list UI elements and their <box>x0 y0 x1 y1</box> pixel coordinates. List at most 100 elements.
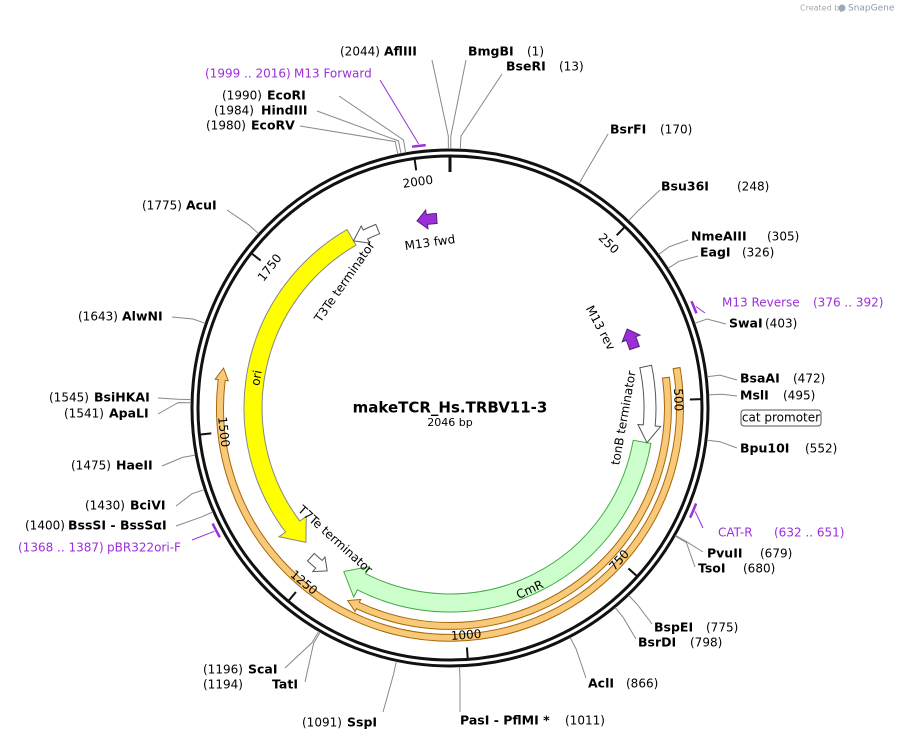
site-leader <box>338 95 407 153</box>
ruler-tick <box>465 647 469 660</box>
site-leader <box>157 402 192 415</box>
site-name: SwaI <box>729 316 763 331</box>
feature-m13rev <box>621 328 642 351</box>
site-position: (1400) <box>25 519 65 533</box>
site-position: (798) <box>690 636 722 650</box>
primer-leader <box>695 306 706 314</box>
site-leader <box>459 666 461 712</box>
site-position: (1643) <box>78 310 118 324</box>
site-name: PasI - PflMI * <box>460 713 550 728</box>
feature-tonb <box>637 364 662 444</box>
site-name: BseRI <box>506 59 546 74</box>
site-leader <box>175 511 214 527</box>
site-position: (403) <box>765 317 797 331</box>
site-leader <box>316 110 402 154</box>
site-name: BspEI <box>654 620 693 635</box>
feature-t3te <box>352 223 381 244</box>
site-name: TatI <box>272 677 298 692</box>
site-position: (1984) <box>214 104 254 118</box>
site-name: AlwNI <box>122 309 163 324</box>
site-name: HaeII <box>116 458 153 473</box>
site-position: (13) <box>559 60 584 74</box>
site-position: (2044) <box>340 45 380 59</box>
site-leader <box>459 73 503 150</box>
site-name: Bpu10I <box>740 441 789 456</box>
site-position: (1091) <box>302 716 342 730</box>
site-position: (1196) <box>203 663 243 677</box>
ruler-tick <box>250 252 262 262</box>
site-position: (775) <box>706 621 738 635</box>
site-leader <box>382 661 397 713</box>
brand-logo <box>838 4 846 12</box>
site-position: (1475) <box>71 459 111 473</box>
feature-label: M13 rev <box>583 303 618 352</box>
site-leader <box>157 397 192 401</box>
primer-name: M13 Forward <box>294 67 372 81</box>
site-leader <box>628 595 653 625</box>
site-name: AflIII <box>384 44 417 59</box>
ruler-label: 1500 <box>215 416 232 448</box>
site-name: ApaLI <box>109 406 149 421</box>
site-leader <box>694 318 727 325</box>
site-leader <box>658 239 689 255</box>
primer-name: M13 Reverse <box>722 296 800 310</box>
site-leader <box>299 125 399 155</box>
primer-name: pBR322ori-F <box>107 541 181 555</box>
site-position: (1775) <box>142 199 182 213</box>
site-leader <box>578 133 609 184</box>
backbone-outer <box>190 148 710 668</box>
site-name: Bsu36I <box>661 179 709 194</box>
ruler-label: 1750 <box>255 251 285 284</box>
site-leader <box>304 631 321 683</box>
primer-range: (1999 .. 2016) <box>205 67 291 81</box>
site-leader <box>450 59 467 149</box>
plasmid-length: 2046 bp <box>427 416 472 429</box>
primer-site <box>411 143 426 148</box>
primer-range: (632 .. 651) <box>774 526 844 540</box>
site-leader <box>226 209 259 234</box>
site-name: BciVI <box>130 498 166 513</box>
plasmid-title: makeTCR_Hs.TRBV11-3 <box>353 399 548 417</box>
site-name: EcoRV <box>251 118 295 133</box>
site-leader <box>667 255 699 269</box>
site-name: SspI <box>347 715 377 730</box>
site-name: BsrFI <box>610 122 646 137</box>
site-name: TsoI <box>698 561 726 576</box>
site-position: (326) <box>742 246 774 260</box>
site-position: (1545) <box>49 391 89 405</box>
site-leader <box>706 439 738 449</box>
site-leader <box>161 454 196 467</box>
ruler-tick <box>199 432 212 436</box>
ruler-label: 500 <box>671 388 686 411</box>
site-name: AcuI <box>186 198 217 213</box>
site-position: (1980) <box>206 119 246 133</box>
site-position: (495) <box>783 389 815 403</box>
site-leader <box>569 637 587 679</box>
site-leader <box>708 393 738 397</box>
site-leader <box>707 374 738 381</box>
site-leader <box>674 535 696 568</box>
feature-orange-outer <box>214 366 684 642</box>
feature-box <box>740 409 822 427</box>
primer-leader <box>694 511 704 529</box>
site-position: (1194) <box>203 678 243 692</box>
site-name: MslI <box>740 388 769 403</box>
site-position: (679) <box>760 547 792 561</box>
primer-leader <box>379 79 420 145</box>
site-name: ScaI <box>248 662 278 677</box>
site-name: BsaAI <box>740 371 780 386</box>
site-position: (1) <box>527 45 544 59</box>
feature-t7te <box>306 552 328 573</box>
primer-site <box>211 522 221 538</box>
primer-leader <box>191 530 215 541</box>
ruler-tick <box>287 591 297 602</box>
ruler-label: 1000 <box>450 627 481 643</box>
site-name: AclI <box>588 676 614 691</box>
credit: Created by <box>800 4 844 13</box>
feature-m13fwd <box>416 208 438 230</box>
site-position: (472) <box>793 372 825 386</box>
site-position: (1011) <box>565 714 605 728</box>
ruler-tick <box>413 158 418 171</box>
site-position: (1541) <box>64 407 104 421</box>
